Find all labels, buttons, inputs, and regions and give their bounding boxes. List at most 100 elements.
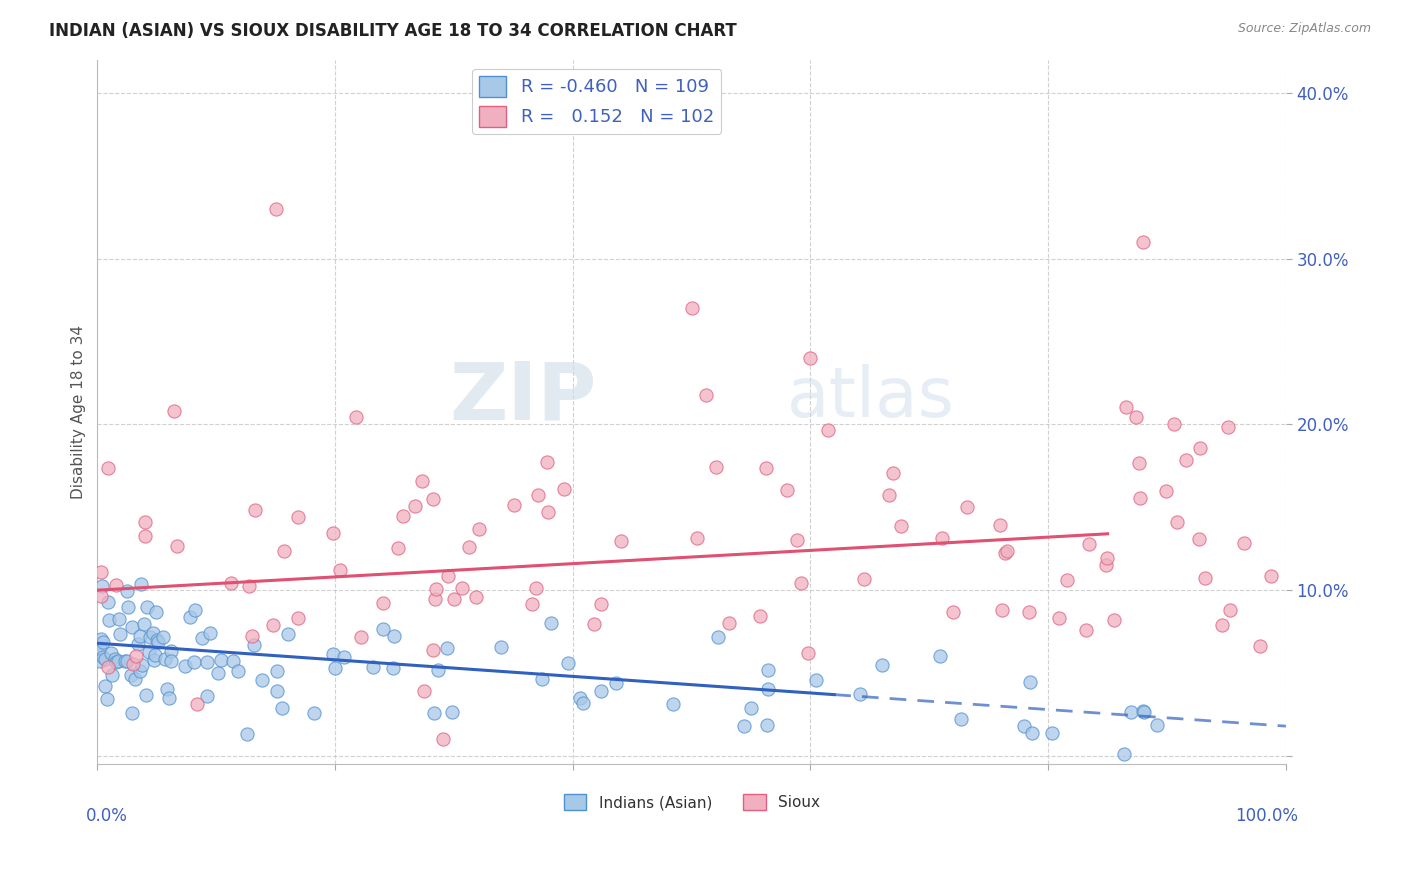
Point (271, 701, 294, 715)
Point (882, 466, 904, 480)
Point (174, 659, 197, 673)
Point (817, 423, 839, 437)
Point (186, 697, 208, 711)
Point (423, 592, 446, 607)
Point (1095, 550, 1118, 565)
Point (468, 522, 491, 536)
Point (1128, 457, 1150, 471)
Point (931, 531, 953, 545)
Point (159, 644, 181, 658)
Point (207, 665, 229, 680)
Point (371, 596, 394, 610)
Point (520, 597, 543, 611)
Point (571, 697, 593, 711)
Text: Source: ZipAtlas.com: Source: ZipAtlas.com (1237, 22, 1371, 36)
Point (108, 627, 131, 641)
Point (134, 529, 156, 543)
Point (184, 602, 207, 616)
Point (179, 610, 201, 624)
Point (870, 658, 893, 673)
Point (333, 650, 356, 665)
Point (195, 690, 218, 704)
Point (117, 599, 139, 614)
Point (219, 575, 242, 590)
Point (153, 652, 176, 666)
Point (557, 657, 579, 671)
Point (464, 590, 486, 604)
Point (115, 655, 138, 669)
Point (124, 672, 146, 686)
Point (127, 637, 149, 651)
Point (1211, 617, 1233, 632)
Point (569, 691, 592, 706)
Point (1175, 453, 1198, 467)
Point (799, 351, 821, 365)
Point (96, 692, 118, 706)
Point (129, 664, 152, 678)
Point (134, 515, 156, 529)
Point (97, 659, 120, 673)
Point (142, 653, 165, 667)
Point (422, 491, 444, 506)
Point (718, 616, 741, 631)
Point (941, 605, 963, 619)
Point (1040, 726, 1063, 740)
Point (610, 534, 633, 549)
Y-axis label: Disability Age 18 to 34: Disability Age 18 to 34 (72, 325, 86, 499)
Point (1077, 537, 1099, 551)
Point (134, 616, 156, 631)
Point (148, 635, 170, 649)
Point (929, 648, 952, 663)
Point (89, 648, 111, 663)
Point (1056, 574, 1078, 588)
Point (361, 660, 384, 674)
Point (686, 531, 709, 545)
Point (1074, 624, 1097, 638)
Point (553, 483, 575, 497)
Point (1095, 558, 1118, 572)
Point (1260, 569, 1282, 583)
Point (775, 483, 797, 497)
Point (120, 668, 142, 682)
Point (91, 649, 114, 664)
Point (129, 629, 152, 643)
Point (413, 684, 436, 698)
Point (382, 661, 405, 675)
Point (436, 641, 458, 656)
Point (755, 461, 778, 475)
Point (707, 630, 730, 644)
Point (90, 632, 112, 647)
Point (1102, 613, 1125, 627)
Point (994, 546, 1017, 560)
Point (107, 612, 129, 626)
Point (411, 474, 433, 488)
Point (135, 689, 157, 703)
Point (1012, 718, 1035, 732)
Point (531, 672, 554, 686)
Point (89, 640, 111, 655)
Point (790, 575, 813, 590)
Legend: Indians (Asian), Sioux: Indians (Asian), Sioux (557, 789, 825, 816)
Point (662, 697, 685, 711)
Point (1021, 726, 1043, 740)
Point (104, 651, 127, 665)
Point (323, 661, 346, 675)
Point (849, 687, 872, 701)
Point (146, 633, 169, 648)
Point (1121, 705, 1143, 719)
Point (160, 654, 183, 668)
Point (101, 668, 124, 682)
Point (166, 539, 188, 553)
Point (142, 626, 165, 640)
Point (322, 525, 344, 540)
Point (138, 645, 160, 659)
Point (156, 682, 179, 697)
Point (222, 654, 245, 668)
Point (422, 643, 444, 657)
Point (436, 568, 458, 582)
Point (302, 706, 325, 720)
Point (589, 684, 612, 698)
Point (536, 455, 558, 469)
Point (387, 541, 409, 556)
Point (1129, 491, 1152, 505)
